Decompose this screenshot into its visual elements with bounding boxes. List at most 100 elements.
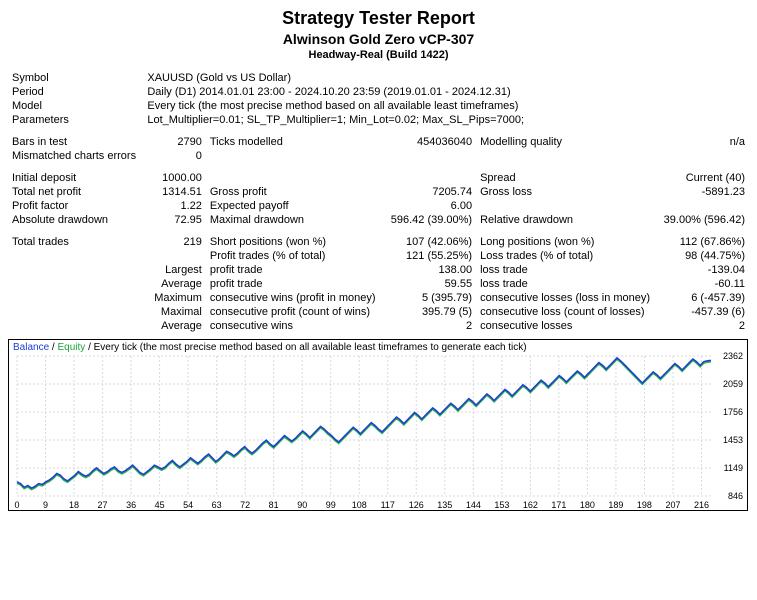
svg-text:99: 99	[326, 500, 336, 510]
info-table: Symbol XAUUSD (Gold vs US Dollar) Period…	[8, 71, 749, 333]
conswins-value: 5 (395.79)	[382, 291, 476, 305]
bars-label: Bars in test	[8, 135, 143, 149]
avglosses-value: 2	[660, 319, 749, 333]
largestloss-value: -139.04	[660, 263, 749, 277]
svg-text:207: 207	[665, 500, 680, 510]
pf-label: Profit factor	[8, 199, 143, 213]
ticks-value: 454036040	[382, 135, 476, 149]
totaltrades-value: 219	[143, 235, 206, 249]
consprof-label: consecutive profit (count of wins)	[206, 305, 382, 319]
maxdd-label: Maximal drawdown	[206, 213, 382, 227]
model-value: Every tick (the most precise method base…	[143, 99, 749, 113]
avgloss-label: loss trade	[476, 277, 660, 291]
svg-text:198: 198	[637, 500, 652, 510]
svg-text:90: 90	[297, 500, 307, 510]
totaltrades-label: Total trades	[8, 235, 143, 249]
largestprofit-value: 138.00	[382, 263, 476, 277]
pf-value: 1.22	[143, 199, 206, 213]
parameters-value: Lot_Multiplier=0.01; SL_TP_Multiplier=1;…	[143, 113, 749, 127]
avgwins-label: consecutive wins	[206, 319, 382, 333]
losstrades-value: 98 (44.75%)	[660, 249, 749, 263]
reldd-label: Relative drawdown	[476, 213, 660, 227]
long-value: 112 (67.86%)	[660, 235, 749, 249]
absdd-value: 72.95	[143, 213, 206, 227]
symbol-label: Symbol	[8, 71, 143, 85]
conswins-label: consecutive wins (profit in money)	[206, 291, 382, 305]
proftrades-label: Profit trades (% of total)	[206, 249, 382, 263]
reldd-value: 39.00% (596.42)	[660, 213, 749, 227]
conslossc-label: consecutive loss (count of losses)	[476, 305, 660, 319]
conslossc-value: -457.39 (6)	[660, 305, 749, 319]
grossloss-value: -5891.23	[660, 185, 749, 199]
period-label: Period	[8, 85, 143, 99]
absdd-label: Absolute drawdown	[8, 213, 143, 227]
avglosses-label: consecutive losses	[476, 319, 660, 333]
svg-text:171: 171	[551, 500, 566, 510]
maximal-label: Maximal	[143, 305, 206, 319]
maxdd-value: 596.42 (39.00%)	[382, 213, 476, 227]
consprof-value: 395.79 (5)	[382, 305, 476, 319]
svg-text:1149: 1149	[724, 463, 743, 473]
short-value: 107 (42.06%)	[382, 235, 476, 249]
svg-text:180: 180	[580, 500, 595, 510]
average-label: Average	[143, 277, 206, 291]
svg-text:153: 153	[494, 500, 509, 510]
svg-text:162: 162	[523, 500, 538, 510]
ticks-label: Ticks modelled	[206, 135, 382, 149]
svg-text:72: 72	[240, 500, 250, 510]
svg-text:117: 117	[381, 500, 395, 510]
svg-text:2059: 2059	[723, 379, 743, 389]
svg-text:18: 18	[69, 500, 79, 510]
payoff-label: Expected payoff	[206, 199, 382, 213]
report-title: Strategy Tester Report	[8, 8, 749, 29]
consloss-label: consecutive losses (loss in money)	[476, 291, 660, 305]
svg-text:9: 9	[43, 500, 48, 510]
svg-text:81: 81	[269, 500, 279, 510]
short-label: Short positions (won %)	[206, 235, 382, 249]
deposit-value: 1000.00	[143, 171, 206, 185]
svg-text:1453: 1453	[723, 435, 743, 445]
largestloss-label: loss trade	[476, 263, 660, 277]
grossprofit-label: Gross profit	[206, 185, 382, 199]
proftrades-value: 121 (55.25%)	[382, 249, 476, 263]
svg-text:144: 144	[466, 500, 481, 510]
svg-text:1756: 1756	[723, 407, 743, 417]
mismatch-value: 0	[143, 149, 206, 163]
avgprofit-label: profit trade	[206, 277, 382, 291]
svg-text:27: 27	[98, 500, 108, 510]
consloss-value: 6 (-457.39)	[660, 291, 749, 305]
svg-text:0: 0	[14, 500, 19, 510]
netprofit-label: Total net profit	[8, 185, 143, 199]
long-label: Long positions (won %)	[476, 235, 660, 249]
quality-value: n/a	[660, 135, 749, 149]
payoff-value: 6.00	[382, 199, 476, 213]
build-meta: Headway-Real (Build 1422)	[8, 49, 749, 61]
parameters-label: Parameters	[8, 113, 143, 127]
equity-curve-svg: 8461149145317562059236209182736455463728…	[9, 340, 747, 510]
svg-text:63: 63	[212, 500, 222, 510]
strategy-name: Alwinson Gold Zero vCP-307	[8, 31, 749, 47]
svg-text:45: 45	[155, 500, 165, 510]
grossloss-label: Gross loss	[476, 185, 660, 199]
svg-text:36: 36	[126, 500, 136, 510]
netprofit-value: 1314.51	[143, 185, 206, 199]
avgprofit-value: 59.55	[382, 277, 476, 291]
mismatch-label: Mismatched charts errors	[8, 149, 143, 163]
model-label: Model	[8, 99, 143, 113]
svg-text:846: 846	[728, 491, 743, 501]
svg-text:108: 108	[352, 500, 367, 510]
quality-label: Modelling quality	[476, 135, 660, 149]
spread-label: Spread	[476, 171, 660, 185]
svg-text:54: 54	[183, 500, 193, 510]
bars-value: 2790	[143, 135, 206, 149]
largestprofit-label: profit trade	[206, 263, 382, 277]
equity-chart: Balance / Equity / Every tick (the most …	[8, 339, 748, 511]
average2-label: Average	[143, 319, 206, 333]
svg-text:189: 189	[608, 500, 623, 510]
grossprofit-value: 7205.74	[382, 185, 476, 199]
legend-equity: Equity	[57, 342, 85, 353]
svg-text:135: 135	[437, 500, 452, 510]
legend-balance: Balance	[13, 342, 49, 353]
deposit-label: Initial deposit	[8, 171, 143, 185]
symbol-value: XAUUSD (Gold vs US Dollar)	[143, 71, 749, 85]
